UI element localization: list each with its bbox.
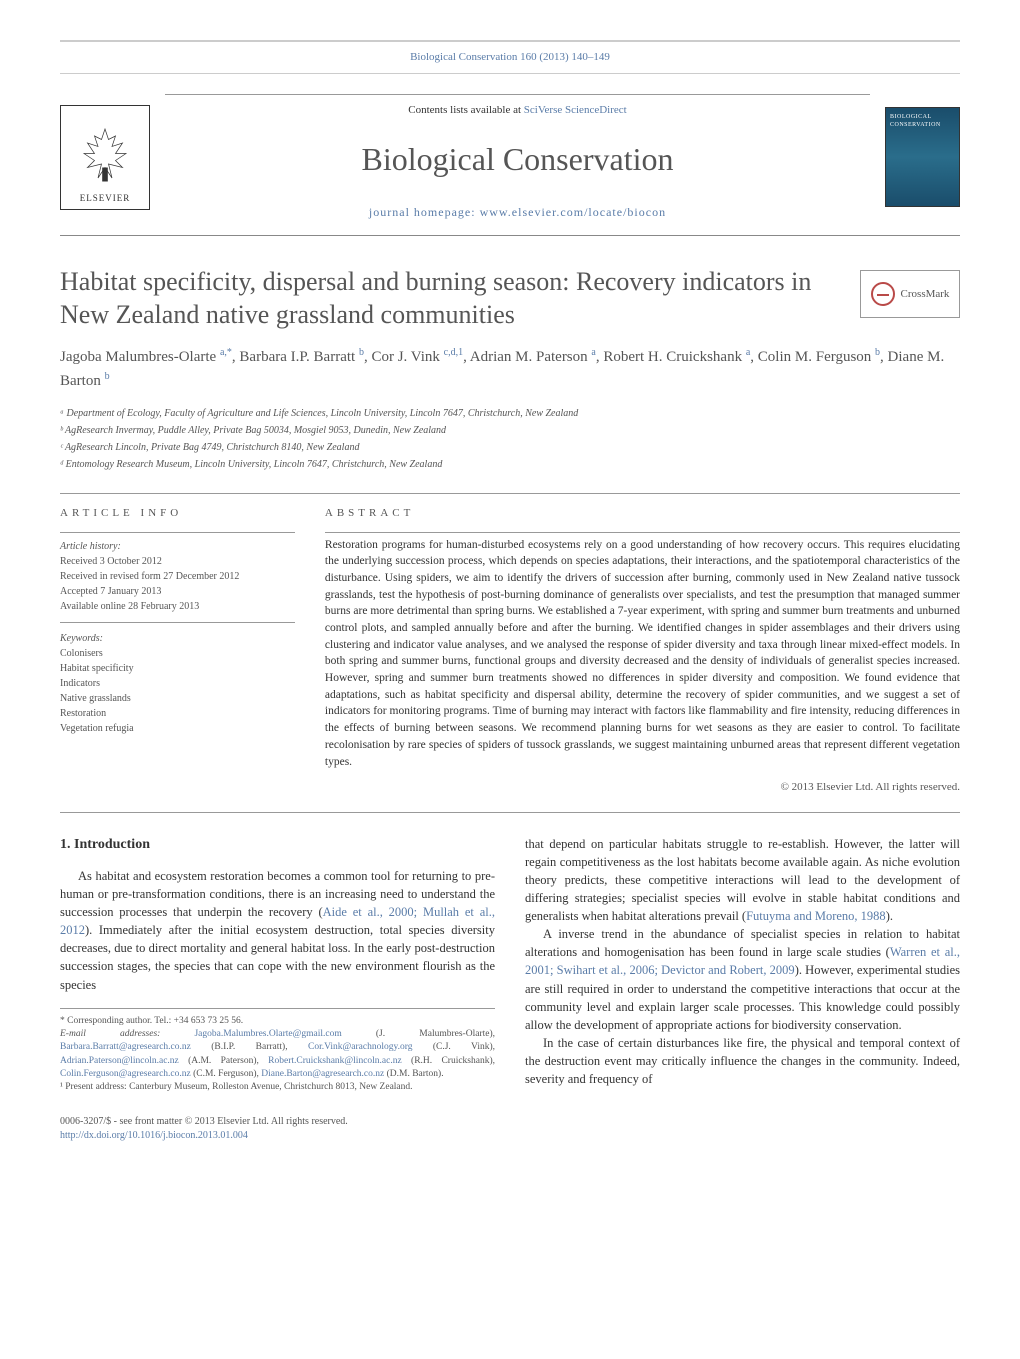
- journal-reference: Biological Conservation 160 (2013) 140–1…: [60, 40, 960, 74]
- header-center: Contents lists available at SciVerse Sci…: [165, 94, 870, 220]
- corresponding-author: * Corresponding author. Tel.: +34 653 73…: [60, 1015, 495, 1028]
- body-columns: 1. Introduction As habitat and ecosystem…: [60, 835, 960, 1143]
- homepage-url[interactable]: www.elsevier.com/locate/biocon: [480, 205, 667, 219]
- crossmark-badge[interactable]: CrossMark: [860, 270, 960, 318]
- list-item: ᵇ AgResearch Invermay, Puddle Alley, Pri…: [60, 423, 960, 439]
- article-info-column: ARTICLE INFO Article history: Received 3…: [60, 506, 295, 795]
- abstract-column: ABSTRACT Restoration programs for human-…: [325, 506, 960, 795]
- abstract-text: Restoration programs for human-disturbed…: [325, 537, 960, 770]
- list-item: Colonisers: [60, 646, 295, 661]
- copyright-line: © 2013 Elsevier Ltd. All rights reserved…: [325, 780, 960, 795]
- publisher-logo-text: ELSEVIER: [80, 192, 131, 205]
- abstract-heading: ABSTRACT: [325, 506, 960, 521]
- homepage-label: journal homepage:: [369, 205, 480, 219]
- keywords-items: ColonisersHabitat specificityIndicatorsN…: [60, 646, 295, 736]
- crossmark-label: CrossMark: [901, 287, 950, 302]
- contents-available-line: Contents lists available at SciVerse Sci…: [165, 94, 870, 118]
- history-items: Received 3 October 2012Received in revis…: [60, 554, 295, 614]
- column-right: that depend on particular habitats strug…: [525, 835, 960, 1143]
- intro-paragraph-2: that depend on particular habitats strug…: [525, 835, 960, 926]
- list-item: Restoration: [60, 706, 295, 721]
- footnotes-block: * Corresponding author. Tel.: +34 653 73…: [60, 1008, 495, 1095]
- list-item: Received 3 October 2012: [60, 554, 295, 569]
- affiliations-list: ᵃ Department of Ecology, Faculty of Agri…: [60, 406, 960, 473]
- list-item: Indicators: [60, 676, 295, 691]
- sciencedirect-link[interactable]: SciVerse ScienceDirect: [524, 104, 627, 116]
- keywords-label: Keywords:: [60, 631, 295, 646]
- cover-title-text: BIOLOGICAL CONSERVATION: [890, 114, 955, 128]
- article-info-heading: ARTICLE INFO: [60, 506, 295, 521]
- intro-paragraph-3: A inverse trend in the abundance of spec…: [525, 925, 960, 1034]
- list-item: Received in revised form 27 December 201…: [60, 569, 295, 584]
- list-item: Habitat specificity: [60, 661, 295, 676]
- article-history-block: Article history: Received 3 October 2012…: [60, 533, 295, 623]
- article-title: Habitat specificity, dispersal and burni…: [60, 266, 840, 331]
- intro-heading: 1. Introduction: [60, 835, 495, 855]
- journal-header: ELSEVIER Contents lists available at Sci…: [60, 94, 960, 236]
- publisher-logo: ELSEVIER: [60, 105, 150, 210]
- list-item: Available online 28 February 2013: [60, 599, 295, 614]
- journal-title: Biological Conservation: [165, 137, 870, 182]
- bottom-metadata: 0006-3207/$ - see front matter © 2013 El…: [60, 1115, 495, 1143]
- list-item: ᵃ Department of Ecology, Faculty of Agri…: [60, 406, 960, 422]
- journal-homepage: journal homepage: www.elsevier.com/locat…: [165, 204, 870, 221]
- divider: [60, 812, 960, 813]
- keywords-block: Keywords: ColonisersHabitat specificityI…: [60, 631, 295, 736]
- emails-label: E-mail addresses:: [60, 1029, 194, 1039]
- divider: [60, 493, 960, 494]
- list-item: Accepted 7 January 2013: [60, 584, 295, 599]
- email-addresses: E-mail addresses: Jagoba.Malumbres.Olart…: [60, 1028, 495, 1081]
- present-address: ¹ Present address: Canterbury Museum, Ro…: [60, 1081, 495, 1094]
- article-title-block: Habitat specificity, dispersal and burni…: [60, 266, 960, 473]
- list-item: ᵈ Entomology Research Museum, Lincoln Un…: [60, 457, 960, 473]
- list-item: ᶜ AgResearch Lincoln, Private Bag 4749, …: [60, 440, 960, 456]
- history-label: Article history:: [60, 539, 295, 554]
- intro-paragraph-4: In the case of certain disturbances like…: [525, 1034, 960, 1088]
- authors-list: Jagoba Malumbres-Olarte a,*, Barbara I.P…: [60, 345, 960, 392]
- divider: [325, 532, 960, 533]
- intro-paragraph-1: As habitat and ecosystem restoration bec…: [60, 867, 495, 994]
- doi-link[interactable]: http://dx.doi.org/10.1016/j.biocon.2013.…: [60, 1129, 495, 1143]
- contents-prefix: Contents lists available at: [408, 104, 523, 116]
- issn-line: 0006-3207/$ - see front matter © 2013 El…: [60, 1115, 495, 1129]
- list-item: Native grasslands: [60, 691, 295, 706]
- list-item: Vegetation refugia: [60, 721, 295, 736]
- crossmark-icon: [871, 282, 895, 306]
- info-abstract-row: ARTICLE INFO Article history: Received 3…: [60, 506, 960, 811]
- journal-cover-thumbnail: BIOLOGICAL CONSERVATION: [885, 107, 960, 207]
- elsevier-tree-icon: [70, 122, 140, 192]
- column-left: 1. Introduction As habitat and ecosystem…: [60, 835, 495, 1143]
